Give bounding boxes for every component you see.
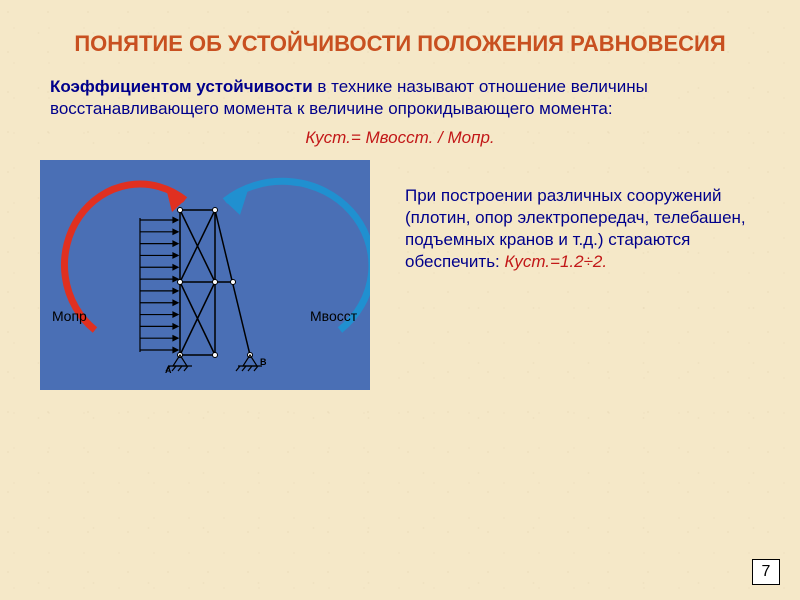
label-m-vosst: Mвосст bbox=[310, 308, 357, 324]
page-title: ПОНЯТИЕ ОБ УСТОЙЧИВОСТИ ПОЛОЖЕНИЯ РАВНОВ… bbox=[0, 0, 800, 68]
label-m-opr: Mопр bbox=[52, 308, 87, 324]
page-number: 7 bbox=[752, 559, 780, 585]
intro-paragraph: Коэффициентом устойчивости в технике наз… bbox=[0, 68, 800, 120]
intro-bold: Коэффициентом устойчивости bbox=[50, 77, 313, 96]
side-paragraph: При построении различных сооружений (пло… bbox=[370, 160, 760, 273]
label-a: A bbox=[165, 365, 172, 375]
content-row: Mопр Mвосст A B При построении различных… bbox=[0, 160, 800, 390]
formula-line: Куст.= Мвосст. / Мопр. bbox=[0, 120, 800, 160]
stability-diagram: Mопр Mвосст A B bbox=[40, 160, 370, 390]
label-b: B bbox=[260, 357, 267, 367]
side-text-formula: Куст.=1.2÷2. bbox=[505, 252, 608, 271]
